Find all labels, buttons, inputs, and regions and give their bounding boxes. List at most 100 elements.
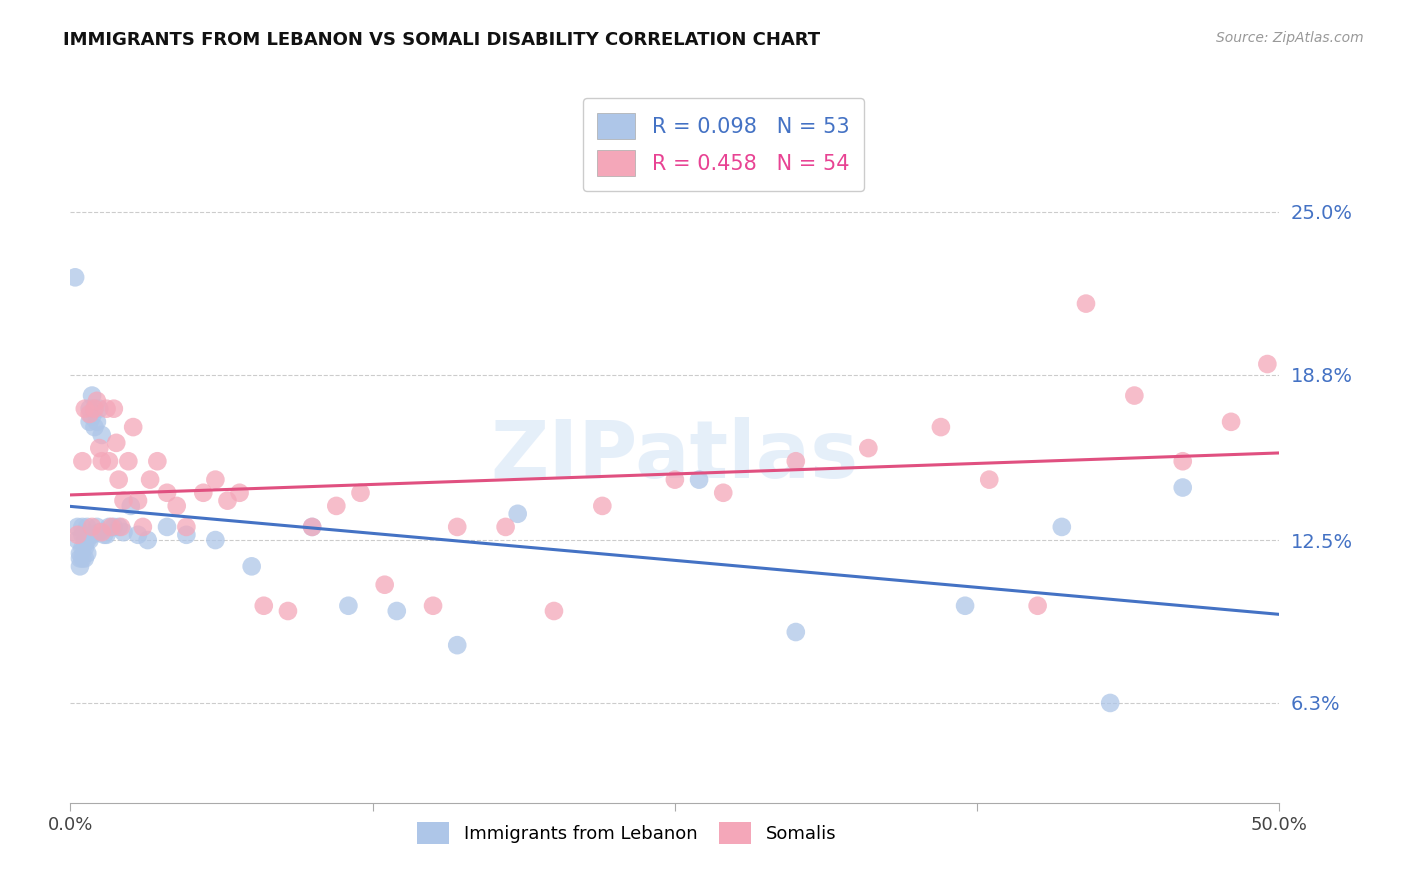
Point [301, 520, 323, 534]
Point [1050, 520, 1073, 534]
Text: ZIPatlas: ZIPatlas [491, 417, 859, 495]
Point [76, 520, 98, 534]
Point [385, 604, 408, 618]
Point [228, 485, 250, 500]
Point [217, 493, 239, 508]
Point [107, 520, 129, 534]
Point [132, 520, 155, 534]
Text: Source: ZipAtlas.com: Source: ZipAtlas.com [1216, 31, 1364, 45]
Point [89, 441, 111, 455]
Point [929, 420, 952, 434]
Point [66, 528, 89, 542]
Point [90, 428, 112, 442]
Point [139, 473, 162, 487]
Point [374, 578, 396, 592]
Point [204, 473, 226, 487]
Point [80, 388, 103, 402]
Point [156, 520, 179, 534]
Point [66, 520, 89, 534]
Point [253, 599, 276, 613]
Point [785, 625, 807, 640]
Point [83, 401, 105, 416]
Point [301, 520, 323, 534]
Point [1026, 599, 1049, 613]
Point [89, 401, 111, 416]
Point [591, 499, 613, 513]
Point [1256, 357, 1278, 371]
Point [80, 520, 103, 534]
Legend: Immigrants from Lebanon, Somalis: Immigrants from Lebanon, Somalis [409, 815, 844, 852]
Point [66, 533, 89, 547]
Point [193, 485, 215, 500]
Point [122, 420, 145, 434]
Text: IMMIGRANTS FROM LEBANON VS SOMALI DISABILITY CORRELATION CHART: IMMIGRANTS FROM LEBANON VS SOMALI DISABI… [63, 31, 820, 49]
Point [73, 551, 96, 566]
Point [858, 441, 880, 455]
Point [112, 525, 135, 540]
Point [117, 454, 139, 468]
Point [688, 473, 710, 487]
Point [96, 401, 118, 416]
Point [446, 638, 468, 652]
Point [72, 454, 94, 468]
Point [1171, 481, 1194, 495]
Point [80, 528, 103, 542]
Point [76, 546, 98, 560]
Point [72, 520, 94, 534]
Point [127, 528, 149, 542]
Point [1220, 415, 1243, 429]
Point [166, 499, 188, 513]
Point [136, 533, 159, 547]
Point [495, 520, 517, 534]
Point [98, 520, 121, 534]
Point [176, 520, 198, 534]
Point [86, 393, 108, 408]
Point [73, 541, 96, 555]
Point [73, 401, 96, 416]
Point [176, 528, 198, 542]
Point [240, 559, 263, 574]
Point [83, 401, 105, 416]
Point [204, 533, 226, 547]
Point [83, 420, 105, 434]
Point [110, 520, 132, 534]
Point [90, 454, 112, 468]
Point [337, 599, 360, 613]
Point [73, 533, 96, 547]
Point [103, 401, 125, 416]
Point [711, 485, 734, 500]
Point [1074, 296, 1097, 310]
Point [69, 546, 91, 560]
Point [96, 528, 118, 542]
Point [506, 507, 529, 521]
Point [1171, 454, 1194, 468]
Point [79, 533, 101, 547]
Point [107, 473, 129, 487]
Point [90, 525, 112, 540]
Point [1123, 388, 1146, 402]
Point [446, 520, 468, 534]
Point [156, 485, 179, 500]
Point [105, 435, 128, 450]
Point [103, 520, 125, 534]
Point [79, 415, 101, 429]
Point [72, 528, 94, 542]
Point [79, 407, 101, 421]
Point [98, 454, 121, 468]
Point [349, 485, 371, 500]
Point [422, 599, 444, 613]
Point [86, 520, 108, 534]
Point [953, 599, 976, 613]
Point [79, 401, 101, 416]
Point [277, 604, 299, 618]
Point [112, 493, 135, 508]
Point [543, 604, 565, 618]
Point [100, 520, 122, 534]
Point [63, 270, 86, 285]
Point [80, 409, 103, 424]
Point [86, 415, 108, 429]
Point [69, 551, 91, 566]
Point [72, 541, 94, 555]
Point [664, 473, 686, 487]
Point [1099, 696, 1122, 710]
